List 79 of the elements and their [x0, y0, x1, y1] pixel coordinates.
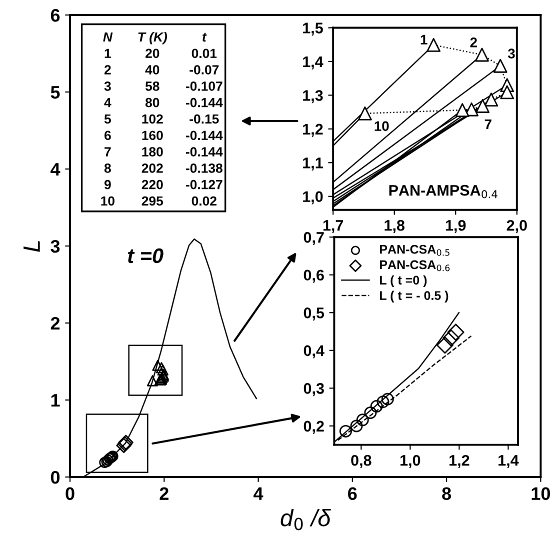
y-tick-label: 4	[50, 163, 60, 176]
y-tick-label: 0,6	[304, 270, 324, 283]
annotation: 7	[104, 147, 111, 156]
x-axis-title: d$_{0}$ /δ	[280, 509, 331, 530]
annotation: 160	[142, 130, 163, 140]
annotation: -0.144	[186, 147, 223, 156]
x-tick-label: 1,9	[446, 220, 466, 234]
annotation: 2	[104, 65, 111, 74]
y-tick-label: 2	[50, 316, 60, 330]
annotation: 180	[142, 147, 163, 156]
annotation: 202	[142, 164, 163, 173]
y-tick-label: 1,1	[303, 158, 323, 171]
annotation: 40	[145, 65, 160, 74]
annotation: 3	[104, 82, 111, 91]
annotation: 20	[146, 48, 160, 58]
legend-label: PAN-CSA$_{0.5}$	[380, 244, 450, 256]
annotation: 0.01	[192, 48, 217, 58]
y-tick-label: 1,2	[303, 124, 323, 137]
annotation: 9	[104, 180, 111, 190]
x-tick-label: 8	[442, 487, 452, 500]
y-tick-label: 1,5	[303, 22, 323, 36]
x-tick-label: 1,0	[400, 454, 420, 468]
y-tick-label: 5	[50, 86, 60, 99]
legend-label: PAN-CSA$_{0.6}$	[380, 260, 450, 272]
annotation: PAN-AMPSA$_{0.4}$	[389, 184, 498, 198]
y-tick-label: 0,5	[304, 308, 324, 321]
legend-label: L ( t = - 0.5 )	[380, 290, 448, 302]
annotation: 80	[145, 98, 160, 108]
annotation: 102	[142, 114, 163, 124]
annotation: 5	[104, 114, 111, 124]
annotation: 8	[104, 164, 111, 173]
y-tick-label: 1,0	[303, 191, 323, 204]
annotation: -0.15	[190, 114, 219, 124]
y-tick-label: 0	[50, 470, 60, 484]
y-tick-label: 6	[50, 8, 60, 22]
y-tick-label: 0,7	[304, 232, 324, 245]
x-tick-label: 4	[254, 487, 264, 500]
y-tick-label: 0,4	[304, 345, 324, 358]
legend-label: L ( t =0 )	[380, 275, 427, 288]
annotation: 4	[104, 98, 112, 108]
annotation: 3	[508, 48, 515, 59]
x-tick-label: 1,8	[384, 220, 405, 234]
annotation: 295	[142, 196, 164, 206]
annotation: 7	[484, 119, 492, 130]
y-tick-label: 1	[51, 394, 60, 407]
x-tick-label: 2	[160, 487, 168, 500]
annotation: 10	[101, 196, 114, 206]
x-tick-label: 2,0	[506, 220, 527, 234]
y-tick-label: 1,4	[303, 56, 324, 70]
x-tick-label: 10	[532, 487, 550, 500]
annotation: 6	[104, 130, 111, 140]
annotation: t	[202, 32, 207, 42]
annotation: -0.07	[190, 65, 219, 74]
annotation: T (K)	[138, 32, 168, 44]
y-tick-label: 0,3	[304, 383, 324, 396]
annotation: t =0	[128, 248, 164, 264]
annotation: 10	[374, 121, 389, 132]
annotation: -0.144	[186, 98, 223, 108]
annotation: 1	[420, 34, 428, 44]
annotation: 2	[470, 38, 477, 48]
x-tick-label: 0,8	[351, 454, 372, 468]
x-tick-label: 0	[66, 487, 74, 500]
annotation: -0.107	[186, 82, 222, 91]
x-tick-label: 1,7	[323, 220, 344, 234]
x-tick-label: 1,2	[450, 454, 470, 468]
x-tick-label: 1,4	[498, 455, 519, 468]
annotation: -0.138	[186, 164, 222, 173]
annotation: 1	[104, 48, 111, 58]
y-tick-label: 1,3	[303, 90, 323, 104]
annotation: 0.02	[192, 196, 216, 206]
annotation: 58	[145, 82, 160, 91]
annotation: N	[103, 32, 113, 42]
y-tick-label: 3	[50, 240, 60, 253]
annotation: -0.127	[186, 180, 222, 190]
annotation: -0.144	[186, 130, 223, 140]
y-axis-title: L	[24, 241, 40, 252]
y-tick-label: 0,2	[304, 420, 324, 434]
x-tick-label: 6	[348, 487, 357, 500]
annotation: 220	[142, 180, 163, 190]
